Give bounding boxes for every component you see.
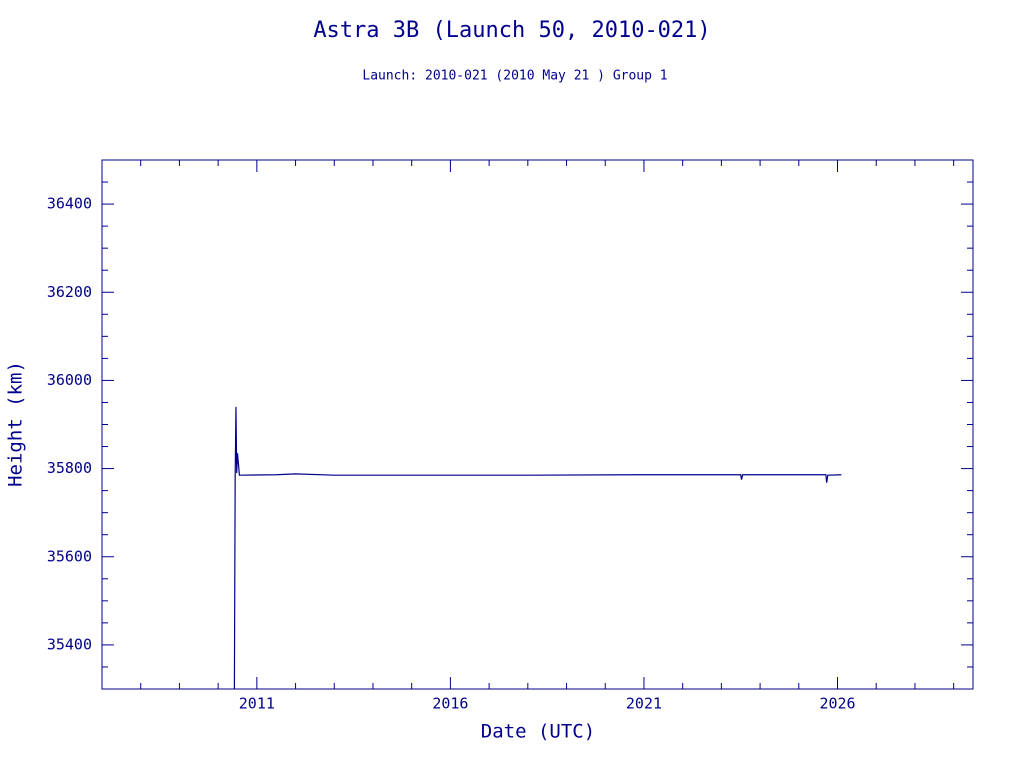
x-tick-label: 2016 — [432, 695, 468, 713]
chart-subtitle: Launch: 2010-021 (2010 May 21 ) Group 1 — [362, 69, 667, 84]
x-tick-label: 2026 — [819, 695, 855, 713]
y-axis-label: Height (km) — [5, 361, 27, 487]
y-tick-label: 36200 — [47, 283, 92, 301]
x-axis-label: Date (UTC) — [481, 721, 595, 743]
y-tick-label: 36000 — [47, 371, 92, 389]
x-tick-label: 2011 — [239, 695, 275, 713]
y-tick-label: 35600 — [47, 547, 92, 565]
y-tick-label: 35800 — [47, 459, 92, 477]
plot-frame — [101, 159, 974, 690]
y-tick-label: 35400 — [47, 635, 92, 653]
data-line — [233, 406, 842, 690]
x-tick-label: 2021 — [626, 695, 662, 713]
y-tick-label: 36400 — [47, 195, 92, 213]
chart-title: Astra 3B (Launch 50, 2010-021) — [313, 18, 710, 43]
